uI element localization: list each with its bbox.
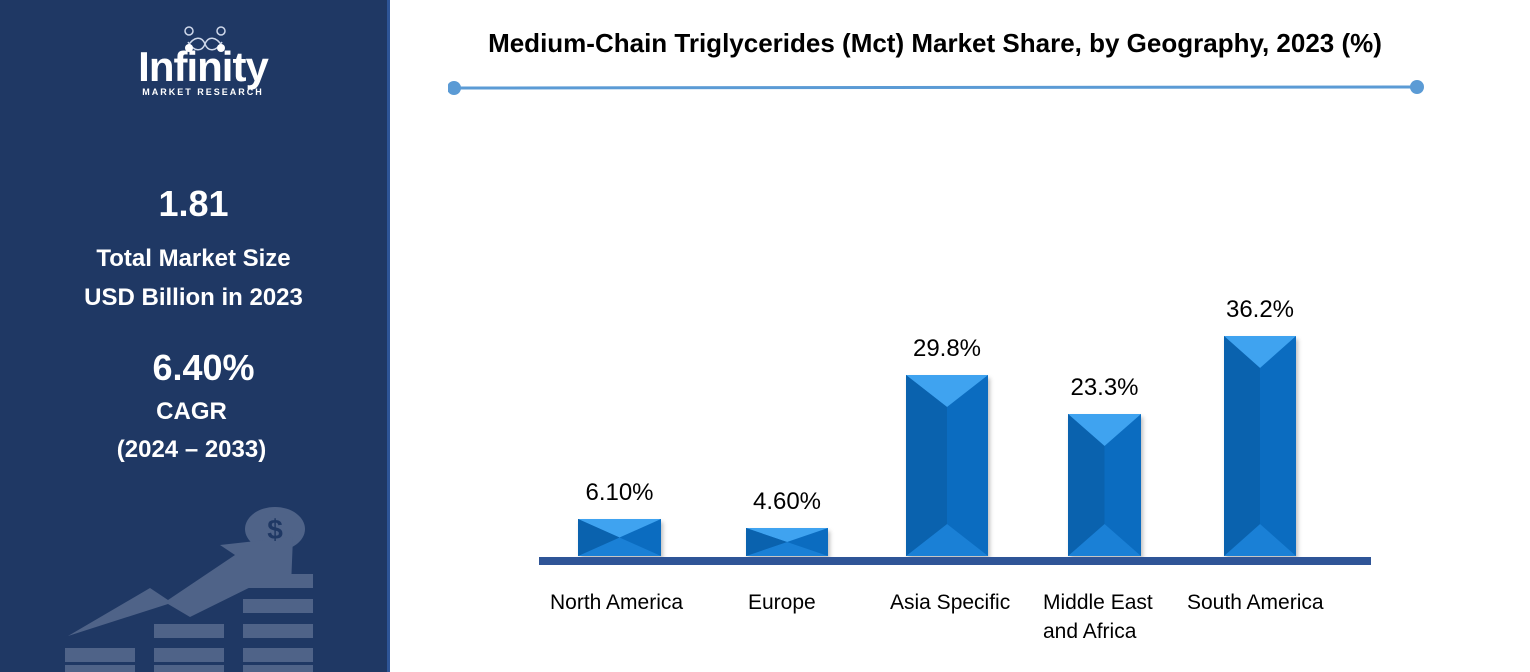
bar-value-label: 4.60% [752,488,822,515]
market-size-value: 1.81 [158,183,229,224]
brand-logo: Infinity MARKET RESEARCH [128,26,278,98]
market-size-label-line1: Total Market Size [96,245,291,272]
chart-title: Medium-Chain Triglycerides (Mct) Market … [488,28,1382,58]
title-underline-rule [448,80,1424,95]
svg-text:$: $ [267,514,283,545]
bar-value-label: 6.10% [585,479,654,506]
infinity-people-icon [184,26,226,52]
bar [906,375,988,556]
category-label: Asia Specific [890,591,1011,614]
bar [746,528,828,556]
bar-value-label: 23.3% [1070,374,1139,401]
bar-value-label: 29.8% [912,335,982,362]
cagr-label: CAGR [156,398,227,425]
bar [1224,336,1296,556]
category-label: South America [1187,591,1324,614]
x-axis-line [539,557,1371,565]
cagr-value: 6.40% [152,347,255,388]
category-label: Europe [748,591,816,614]
cagr-period: (2024 – 2033) [116,436,267,463]
sidebar-divider [387,0,390,672]
bar-value-label: 36.2% [1225,296,1295,323]
sidebar-panel [0,0,387,672]
market-size-label-line2: USD Billion in 2023 [84,284,303,311]
category-label: Middle East and Africa [1043,591,1153,643]
category-label: North America [550,591,684,614]
brand-subtitle: MARKET RESEARCH [142,87,264,97]
growth-chart-illustration-icon: $ [65,507,313,672]
brand-name: Infinity [138,43,269,90]
bar [1068,414,1141,556]
bar [578,519,661,556]
